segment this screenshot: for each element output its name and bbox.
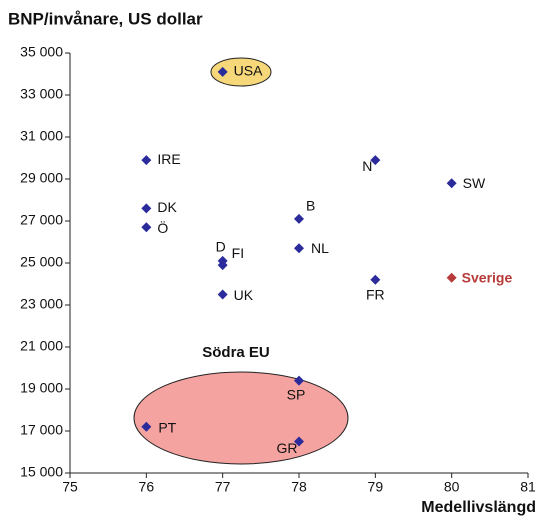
point-label: USA: [234, 63, 263, 79]
y-tick-label: 15 000: [20, 464, 63, 480]
y-tick-label: 21 000: [20, 338, 63, 354]
x-tick-label: 77: [215, 479, 231, 495]
point: [217, 260, 228, 271]
group-ellipse: [133, 371, 349, 465]
x-tick-label: 81: [520, 479, 536, 495]
x-axis-label: Medellivslängd: [421, 499, 536, 516]
y-tick-label: 35 000: [20, 44, 63, 60]
x-tick-label: 79: [368, 479, 384, 495]
point-label: DK: [157, 199, 177, 215]
point: [217, 289, 228, 300]
y-tick-label: 29 000: [20, 170, 63, 186]
point: [217, 66, 228, 77]
point-label: UK: [234, 287, 254, 303]
point-label: GR: [277, 440, 298, 456]
point-label: B: [306, 198, 315, 214]
point: [141, 155, 152, 166]
y-tick-label: 23 000: [20, 296, 63, 312]
x-tick-label: 78: [291, 479, 307, 495]
y-tick-label: 31 000: [20, 128, 63, 144]
x-tick-label: 76: [139, 479, 155, 495]
x-tick-label: 80: [444, 479, 460, 495]
point-label: SW: [463, 175, 486, 191]
y-tick-label: 25 000: [20, 254, 63, 270]
y-tick-label: 19 000: [20, 380, 63, 396]
point: [294, 436, 304, 447]
y-tick-label: 27 000: [20, 212, 63, 228]
point-label: FI: [232, 245, 244, 261]
y-tick-label: 17 000: [20, 422, 63, 438]
point-label: N: [362, 158, 372, 174]
point: [141, 421, 152, 432]
highlight-ellipse: [210, 57, 272, 87]
point: [446, 178, 457, 189]
point-label: D: [216, 239, 226, 255]
point: [294, 375, 304, 386]
point: [370, 155, 381, 166]
point-label: NL: [311, 240, 329, 256]
annotation: Södra EU: [202, 344, 270, 361]
point-label: PT: [158, 420, 176, 436]
point: [446, 272, 457, 283]
point-label: Ö: [157, 219, 168, 236]
point-label: SP: [287, 386, 306, 402]
point: [294, 213, 304, 224]
point: [141, 203, 152, 214]
chart-title: BNP/invånare, US dollar: [8, 9, 203, 28]
point: [370, 274, 381, 285]
point-label: Sverige: [462, 269, 513, 285]
y-tick-label: 33 000: [20, 86, 63, 102]
x-tick-label: 75: [62, 479, 78, 495]
point-label: FR: [366, 287, 385, 303]
point: [294, 243, 304, 254]
point-label: IRE: [157, 151, 180, 167]
point: [141, 222, 152, 233]
